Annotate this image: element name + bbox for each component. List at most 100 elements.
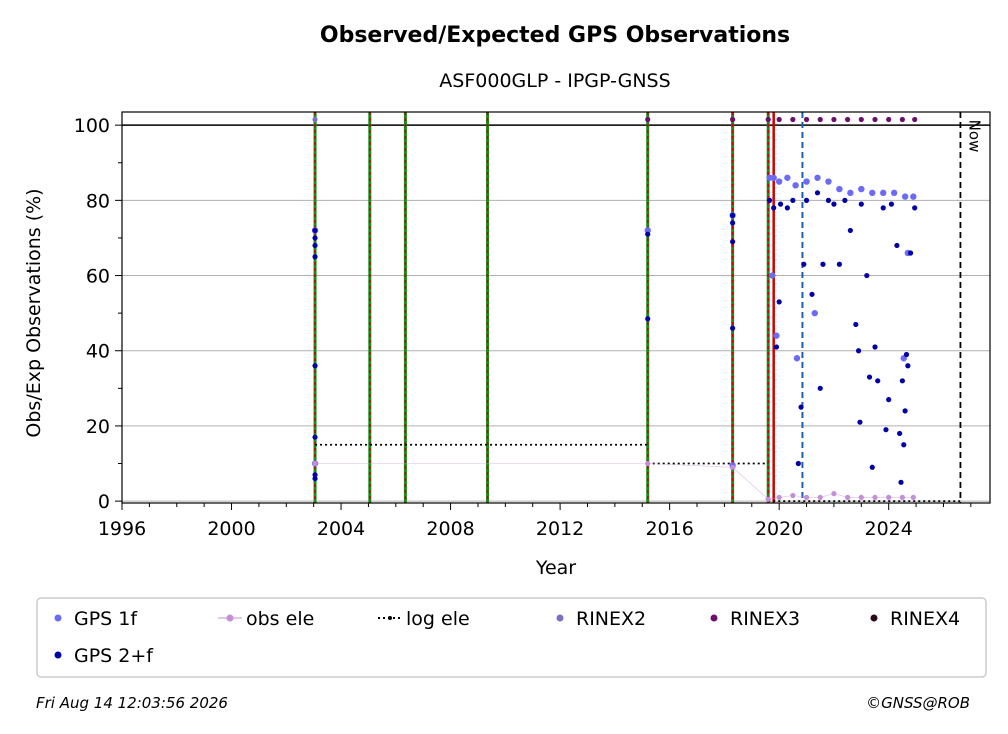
- data-point: [730, 220, 736, 226]
- data-point: [766, 197, 773, 203]
- data-point: [858, 494, 864, 500]
- plot-frame: [121, 111, 991, 504]
- data-point: [730, 325, 736, 331]
- data-point: [645, 116, 651, 123]
- legend-label: GPS 1f: [74, 608, 138, 630]
- legend-marker: [226, 614, 234, 622]
- data-point: [730, 239, 736, 245]
- data-point: [312, 235, 318, 241]
- legend-item: RINEX2: [556, 608, 646, 630]
- legend-label: GPS 2+f: [74, 645, 154, 667]
- data-point: [790, 197, 796, 203]
- data-point: [872, 344, 878, 350]
- data-point: [903, 351, 910, 358]
- legend-label: RINEX3: [730, 608, 800, 630]
- data-point: [886, 116, 892, 123]
- data-point: [645, 460, 651, 467]
- data-point: [773, 332, 780, 339]
- data-point: [858, 116, 864, 123]
- data-point: [825, 178, 832, 185]
- data-point: [872, 116, 878, 123]
- data-point: [795, 460, 801, 467]
- data-point: [847, 227, 853, 234]
- data-point: [869, 189, 876, 197]
- data-point: [836, 185, 843, 193]
- chart-title: Observed/Expected GPS Observations: [320, 23, 790, 48]
- data-point: [845, 116, 851, 123]
- legend-label: RINEX4: [890, 608, 960, 630]
- data-point: [888, 201, 895, 207]
- legend-marker: [870, 614, 878, 622]
- data-point: [875, 378, 881, 384]
- data-point: [784, 205, 790, 211]
- data-point: [814, 190, 821, 196]
- data-point: [845, 494, 851, 500]
- data-point: [803, 197, 810, 203]
- data-point: [784, 174, 791, 181]
- data-point: [890, 189, 898, 197]
- plot-area: Now 1996 2000 2004 2008 2012 2016 2020 2024 0 20 40…: [74, 111, 991, 540]
- legend-box: [36, 597, 987, 678]
- x-tick-label: 2008: [426, 518, 474, 540]
- data-point: [312, 116, 318, 123]
- data-point: [773, 344, 780, 350]
- data-point: [899, 116, 905, 123]
- legend: GPS 1f obs ele log ele RINEX2 RINEX3 RINEX4 GP…: [36, 597, 987, 678]
- data-point: [730, 116, 736, 123]
- data-point: [898, 479, 904, 485]
- data-point: [814, 174, 821, 181]
- data-point: [645, 316, 651, 322]
- legend-item: GPS 1f: [54, 608, 138, 630]
- x-tick-label: 1996: [98, 518, 146, 540]
- data-point: [901, 442, 907, 448]
- data-point: [790, 492, 796, 499]
- legend-marker: [54, 651, 62, 659]
- data-point: [912, 205, 918, 211]
- legend-marker: [556, 614, 564, 622]
- legend-item: GPS 2+f: [54, 645, 154, 667]
- data-point: [811, 309, 818, 317]
- data-point: [776, 116, 782, 123]
- legend-label: RINEX2: [576, 608, 646, 630]
- x-tick-label: 2020: [755, 518, 803, 540]
- data-point: [902, 408, 908, 414]
- data-point: [790, 116, 796, 123]
- x-axis-label: Year: [535, 557, 576, 579]
- data-point: [901, 193, 909, 200]
- legend-item: obs ele: [218, 608, 314, 630]
- data-point: [899, 378, 905, 384]
- x-tick-label: 2024: [865, 518, 913, 540]
- data-point: [864, 272, 870, 279]
- data-point: [857, 419, 863, 425]
- data-point: [866, 374, 873, 380]
- data-point: [803, 178, 810, 185]
- legend-item: RINEX4: [870, 608, 960, 630]
- data-point: [825, 197, 832, 203]
- legend-marker: [54, 614, 62, 622]
- legend-marker: [710, 614, 718, 622]
- data-point: [312, 227, 318, 234]
- data-point: [910, 494, 916, 500]
- data-point: [644, 227, 651, 234]
- data-point: [847, 189, 854, 197]
- data-point: [775, 178, 783, 185]
- footer-date: Fri Aug 14 12:03:56 2026: [36, 694, 228, 712]
- data-point: [765, 116, 771, 123]
- data-point: [836, 261, 843, 267]
- data-point: [809, 291, 815, 297]
- now-label: Now: [965, 120, 983, 153]
- data-point: [907, 250, 914, 256]
- data-point: [910, 193, 917, 200]
- data-point: [817, 494, 823, 500]
- data-point: [730, 212, 736, 218]
- data-point: [897, 430, 903, 437]
- legend-label: obs ele: [246, 608, 314, 630]
- data-point: [894, 242, 900, 249]
- x-tick-label: 2012: [536, 518, 584, 540]
- y-tick-label: 0: [98, 491, 110, 513]
- data-point: [312, 254, 318, 260]
- y-tick-label: 60: [86, 266, 110, 288]
- data-point: [886, 494, 892, 500]
- data-point: [777, 201, 784, 207]
